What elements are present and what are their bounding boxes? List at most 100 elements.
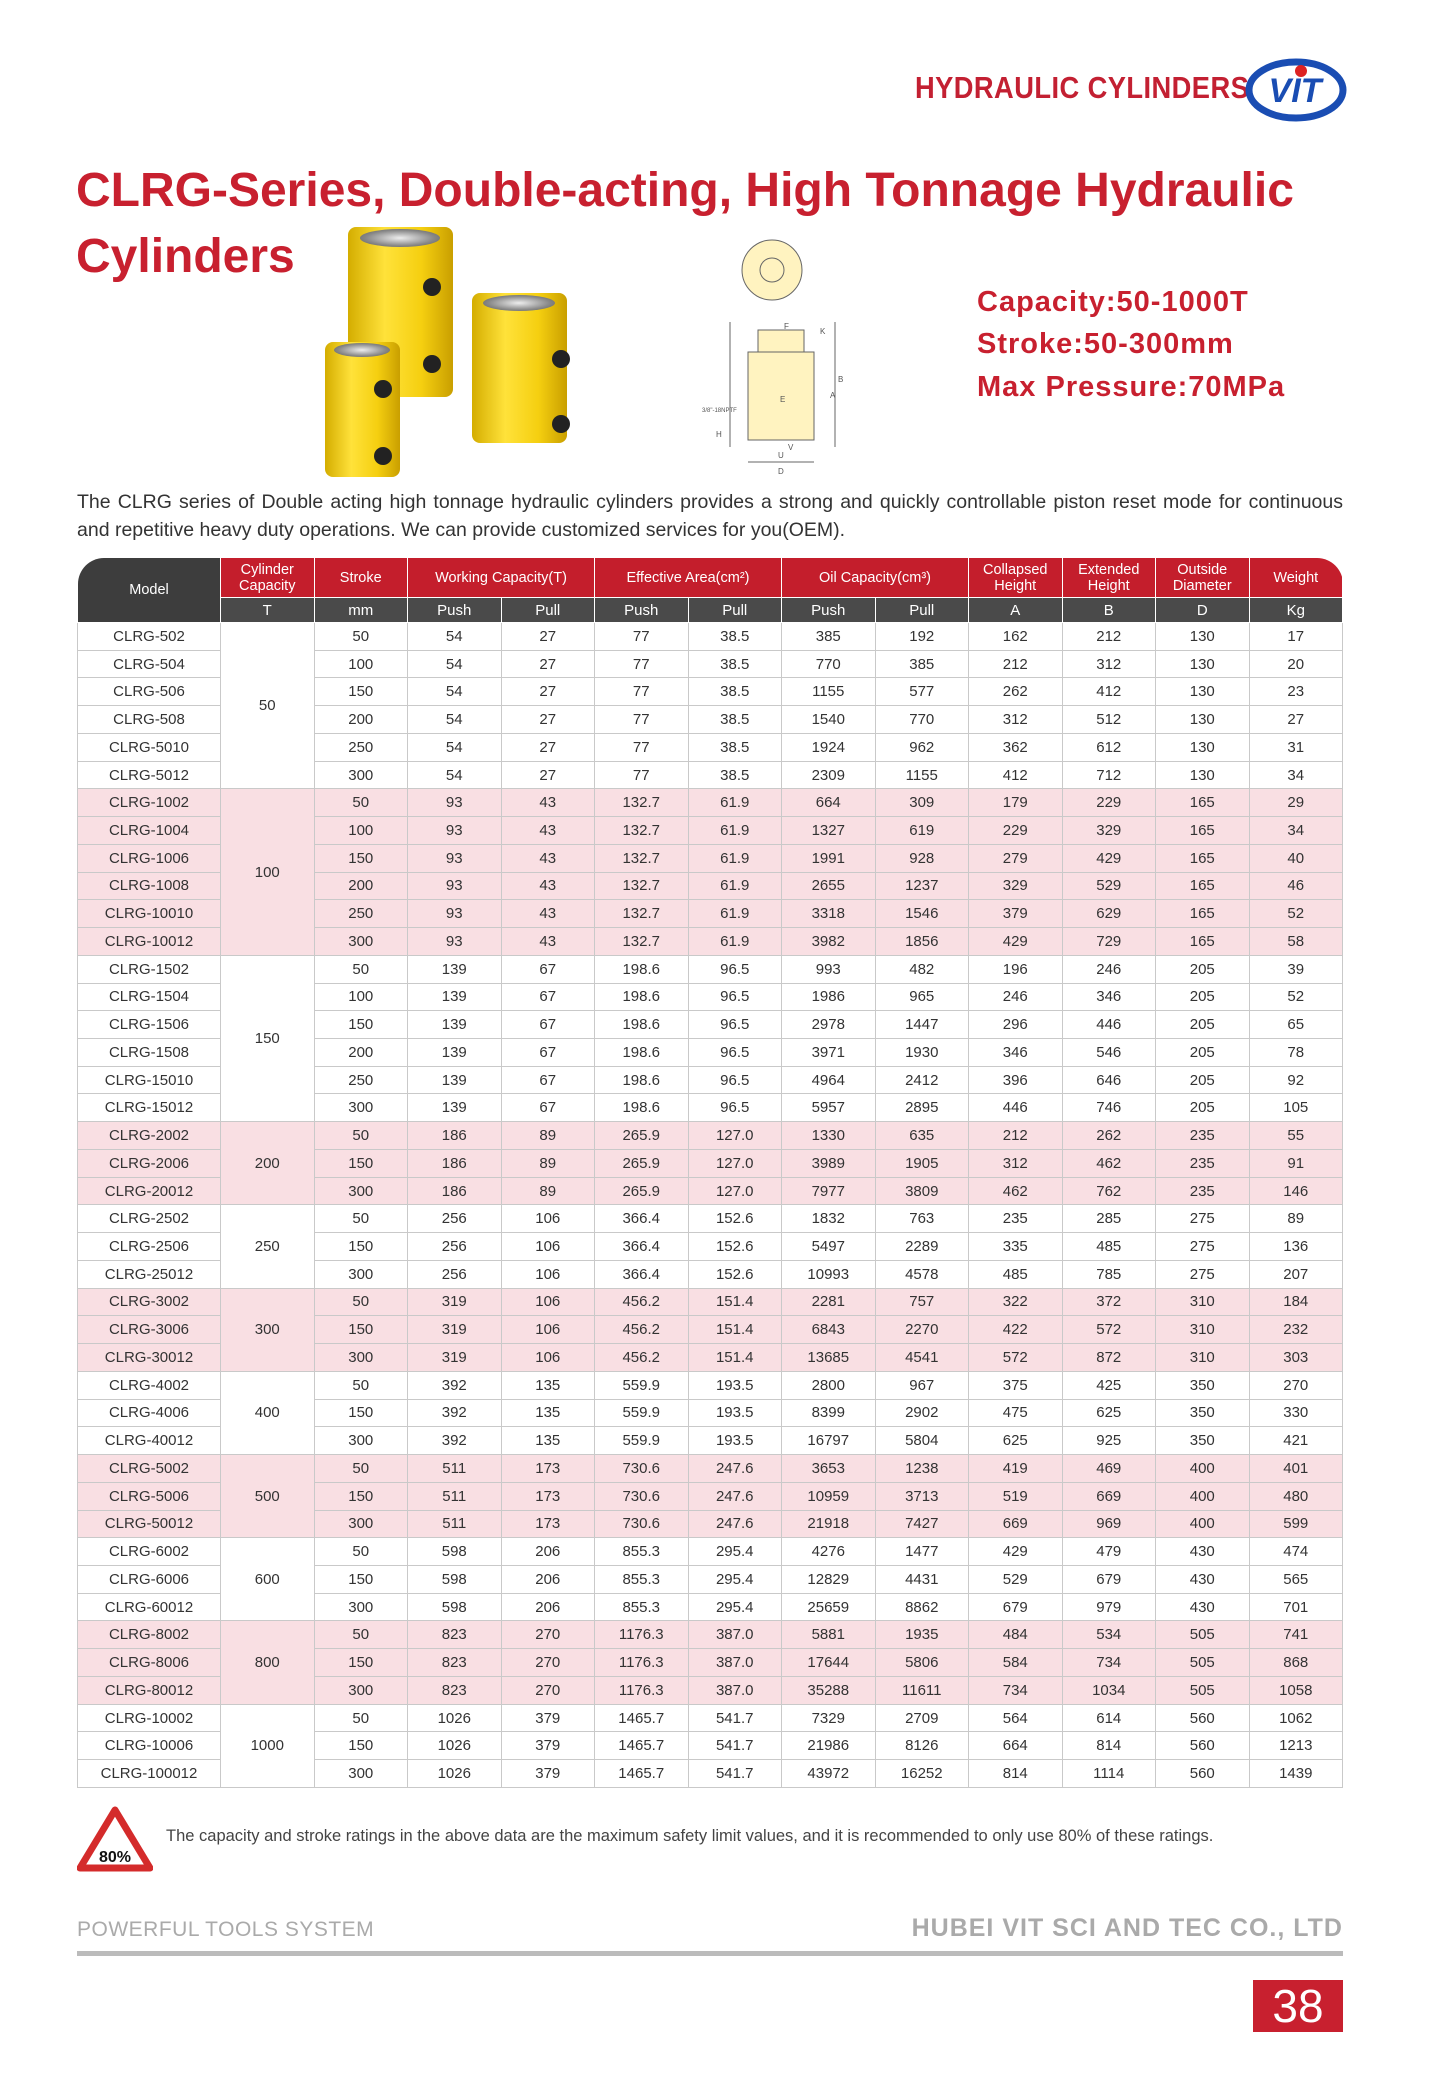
value-cell: 179: [968, 788, 1063, 818]
value-cell: 193.5: [687, 1426, 782, 1456]
value-cell: 430: [1155, 1564, 1250, 1594]
value-cell: 16252: [874, 1759, 969, 1788]
value-cell: 823: [407, 1620, 502, 1650]
value-cell: 482: [874, 954, 969, 984]
value-cell: 3713: [874, 1481, 969, 1511]
value-cell: 412: [1061, 677, 1156, 707]
value-cell: 295.4: [687, 1592, 782, 1622]
value-cell: 664: [781, 788, 876, 818]
table-row: CLRG-10006 150 1026 379 1465.7 541.7 21986 8126…: [77, 1731, 1343, 1761]
value-cell: 93: [407, 816, 502, 845]
value-cell: 235: [1155, 1121, 1250, 1150]
value-cell: 207: [1248, 1259, 1343, 1289]
value-cell: 541.7: [687, 1703, 782, 1733]
value-cell: 198.6: [594, 1065, 689, 1095]
value-cell: 625: [968, 1426, 1063, 1456]
value-cell: 50: [313, 1204, 408, 1234]
value-cell: 310: [1155, 1343, 1250, 1372]
value-cell: 1832: [781, 1204, 876, 1234]
unit-header: D: [1155, 597, 1250, 623]
value-cell: 50: [313, 1121, 408, 1150]
table-row: CLRG-1006 150 93 43 132.7 61.9 1991 928 279 429 16…: [77, 843, 1343, 873]
value-cell: 139: [407, 954, 502, 984]
value-cell: 669: [968, 1509, 1063, 1539]
value-cell: 309: [874, 788, 969, 818]
value-cell: 150: [313, 1564, 408, 1594]
value-cell: 184: [1248, 1287, 1343, 1317]
value-cell: 300: [313, 1675, 408, 1705]
value-cell: 38.5: [687, 677, 782, 707]
value-cell: 967: [874, 1370, 969, 1400]
value-cell: 93: [407, 927, 502, 956]
value-cell: 54: [407, 760, 502, 790]
value-cell: 206: [500, 1537, 595, 1566]
value-cell: 366.4: [594, 1232, 689, 1261]
value-cell: 270: [500, 1648, 595, 1677]
table-row: CLRG-502 50 50 54 27 77 38.5 385 192 162 212 130 17: [77, 621, 1343, 790]
value-cell: 8399: [781, 1398, 876, 1428]
value-cell: 8862: [874, 1592, 969, 1622]
value-cell: 29: [1248, 788, 1343, 818]
model-cell: CLRG-2002: [77, 1121, 221, 1150]
value-cell: 1477: [874, 1537, 969, 1566]
value-cell: 229: [1061, 788, 1156, 818]
value-cell: 150: [313, 1315, 408, 1345]
spec-stroke: Stroke:50-300mm: [977, 328, 1234, 360]
value-cell: 993: [781, 954, 876, 984]
value-cell: 38.5: [687, 760, 782, 790]
label-u: U: [778, 451, 784, 460]
value-cell: 247.6: [687, 1509, 782, 1539]
value-cell: 20: [1248, 649, 1343, 679]
value-cell: 77: [594, 760, 689, 790]
header-capacity: Cylinder Capacity: [220, 557, 315, 598]
value-cell: 584: [968, 1648, 1063, 1677]
value-cell: 285: [1061, 1204, 1156, 1234]
value-cell: 366.4: [594, 1204, 689, 1234]
value-cell: 599: [1248, 1509, 1343, 1539]
capacity-cell: 400: [220, 1370, 315, 1456]
value-cell: 629: [1061, 899, 1156, 929]
dimension-diagram: F K B A E U V D H 3/8"-18NPTF: [702, 239, 843, 476]
value-cell: 173: [500, 1481, 595, 1511]
footer-divider: [77, 1951, 1343, 1956]
value-cell: 132.7: [594, 899, 689, 929]
value-cell: 50: [313, 1287, 408, 1317]
value-cell: 139: [407, 1065, 502, 1095]
model-cell: CLRG-1508: [77, 1038, 221, 1067]
spec-capacity: Capacity:50-1000T: [977, 286, 1249, 318]
value-cell: 77: [594, 732, 689, 762]
value-cell: 456.2: [594, 1343, 689, 1372]
table-row: CLRG-1004 100 93 43 132.7 61.9 1327 619 229 329 16…: [77, 816, 1343, 845]
value-cell: 1237: [874, 871, 969, 901]
value-cell: 529: [968, 1564, 1063, 1594]
value-cell: 275: [1155, 1259, 1250, 1289]
value-cell: 421: [1248, 1426, 1343, 1456]
value-cell: 275: [1155, 1204, 1250, 1234]
model-cell: CLRG-20012: [77, 1176, 221, 1206]
value-cell: 401: [1248, 1454, 1343, 1483]
value-cell: 387.0: [687, 1675, 782, 1705]
label-e: E: [780, 395, 785, 404]
value-cell: 58: [1248, 927, 1343, 956]
value-cell: 1935: [874, 1620, 969, 1650]
value-cell: 250: [313, 899, 408, 929]
value-cell: 212: [1061, 622, 1156, 651]
model-cell: CLRG-2006: [77, 1148, 221, 1178]
table-row: CLRG-1002 100 50 93 43 132.7 61.9 664 309 179 229 1…: [77, 788, 1343, 956]
value-cell: 855.3: [594, 1564, 689, 1594]
table-row: CLRG-2002 200 50 186 89 265.9 127.0 1330 635 212 2…: [77, 1121, 1343, 1206]
value-cell: 511: [407, 1509, 502, 1539]
value-cell: 52: [1248, 982, 1343, 1012]
value-cell: 91: [1248, 1148, 1343, 1178]
value-cell: 310: [1155, 1315, 1250, 1345]
value-cell: 770: [781, 649, 876, 679]
model-cell: CLRG-1004: [77, 816, 221, 845]
value-cell: 39: [1248, 954, 1343, 984]
model-cell: CLRG-10006: [77, 1731, 221, 1761]
value-cell: 96.5: [687, 982, 782, 1012]
value-cell: 106: [500, 1315, 595, 1345]
value-cell: 21986: [781, 1731, 876, 1761]
unit-header: Push: [407, 597, 502, 623]
value-cell: 139: [407, 982, 502, 1012]
value-cell: 4541: [874, 1343, 969, 1372]
